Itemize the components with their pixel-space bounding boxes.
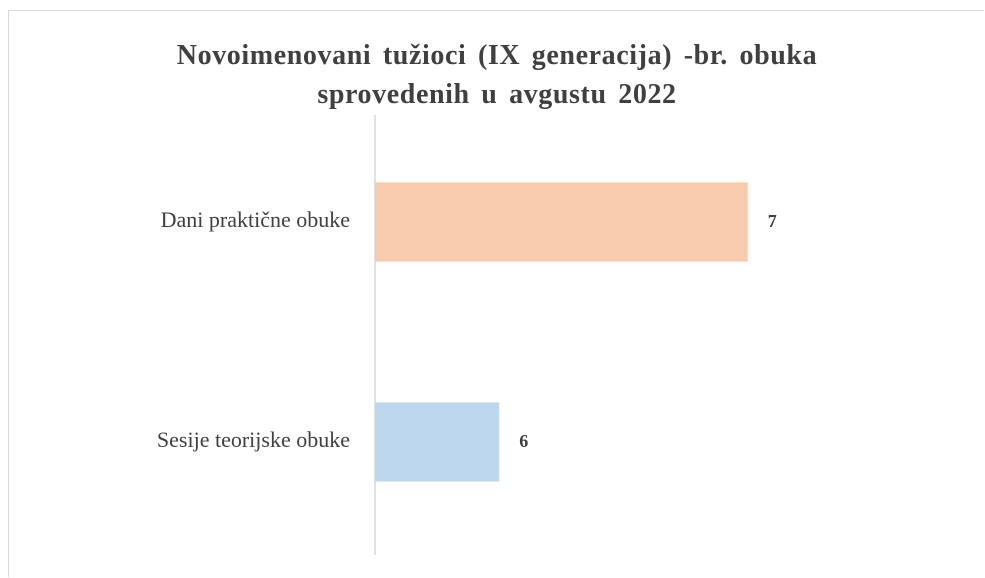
chart-title: Novoimenovani tužioci (IX generacija) -b… (176, 40, 818, 110)
data-label: 7 (768, 211, 777, 231)
y-tick-label: Dani praktične obuke (161, 207, 350, 232)
data-label: 6 (519, 431, 528, 451)
chart-frame (8, 10, 984, 577)
y-tick-label: Sesije teorijske obuke (157, 427, 350, 452)
bar (375, 402, 500, 482)
bar (375, 182, 748, 262)
